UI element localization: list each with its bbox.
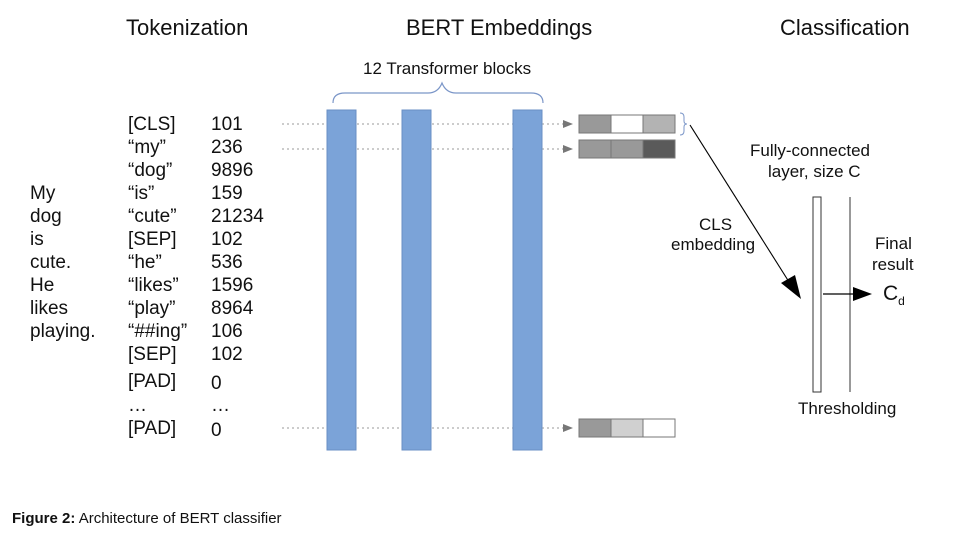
- thresholding-label: Thresholding: [798, 399, 897, 418]
- transformer-block: [401, 109, 432, 451]
- token-label: [CLS]: [128, 114, 176, 135]
- fc-layer-label: layer, size C: [768, 162, 861, 181]
- cls-to-fc-arrow: [689, 124, 797, 294]
- transformer-block: [326, 109, 357, 451]
- sentence-word: He: [30, 275, 55, 296]
- token-label: “##ing”: [128, 321, 188, 342]
- sentence-word: cute.: [30, 252, 72, 273]
- token-label: “dog”: [128, 160, 173, 181]
- token-label: [PAD]: [128, 418, 177, 439]
- arrowhead-cls: [563, 120, 573, 128]
- token-id: 9896: [211, 160, 254, 181]
- cls-embedding-vector: [578, 114, 676, 134]
- cls-to-fc-arrowhead: [781, 275, 801, 299]
- bert-embeddings-header: BERT Embeddings: [406, 15, 593, 40]
- sentence-word: playing.: [30, 321, 96, 342]
- fc-layer-label: Fully-connected: [750, 141, 871, 160]
- classification-header: Classification: [780, 15, 910, 40]
- token-id-ellipsis: …: [211, 395, 230, 416]
- cls-embedding-label: CLS: [699, 215, 733, 234]
- token-label: “cute”: [128, 206, 177, 227]
- token-label: “my”: [128, 137, 166, 158]
- token-id: 0: [211, 420, 222, 441]
- token-label: “is”: [128, 183, 155, 204]
- transformer-blocks-label: 12 Transformer blocks: [363, 59, 532, 78]
- figure-caption: Figure 2: Architecture of BERT classifie…: [12, 510, 282, 527]
- token-id: 8964: [211, 298, 254, 319]
- cls-embedding-label: embedding: [671, 235, 756, 254]
- transformer-block: [512, 109, 543, 451]
- final-result-label: Final: [875, 234, 912, 253]
- figure-caption-text: Architecture of BERT classifier: [78, 510, 282, 527]
- arrowhead-my: [563, 145, 573, 153]
- token-label: “play”: [128, 298, 176, 319]
- token-ellipsis: …: [128, 395, 147, 416]
- token-id: 101: [211, 114, 243, 135]
- sentence-word: likes: [30, 298, 69, 319]
- token-label: [SEP]: [128, 344, 177, 365]
- final-result-label: result: [872, 255, 914, 274]
- token-id: 102: [211, 229, 243, 250]
- sentence-word: is: [30, 229, 44, 250]
- token-id: 21234: [211, 206, 264, 227]
- result-subscript: d: [898, 294, 905, 309]
- token-id: 102: [211, 344, 243, 365]
- figure-caption-label: Figure 2:: [12, 510, 76, 527]
- token-id: 0: [211, 373, 222, 394]
- token-id: 236: [211, 137, 243, 158]
- token-label: [PAD]: [128, 371, 177, 392]
- sentence-word: dog: [30, 206, 62, 227]
- cls-embedding-brace: [679, 112, 688, 136]
- tokenization-header: Tokenization: [126, 15, 249, 40]
- token-id: 159: [211, 183, 243, 204]
- token-id: 106: [211, 321, 243, 342]
- arrowhead-pad: [563, 424, 573, 432]
- pad-embedding-vector: [578, 418, 676, 438]
- token-label: [SEP]: [128, 229, 177, 250]
- fully-connected-layer: [812, 196, 822, 393]
- token-label: “likes”: [128, 275, 179, 296]
- token-embedding-vector: [578, 139, 676, 159]
- token-id: 1596: [211, 275, 254, 296]
- result-symbol: Cd: [883, 282, 905, 309]
- result-arrowhead: [853, 287, 872, 301]
- token-id: 536: [211, 252, 243, 273]
- sentence-word: My: [30, 183, 56, 204]
- transformer-blocks-brace: [332, 81, 544, 104]
- token-label: “he”: [128, 252, 162, 273]
